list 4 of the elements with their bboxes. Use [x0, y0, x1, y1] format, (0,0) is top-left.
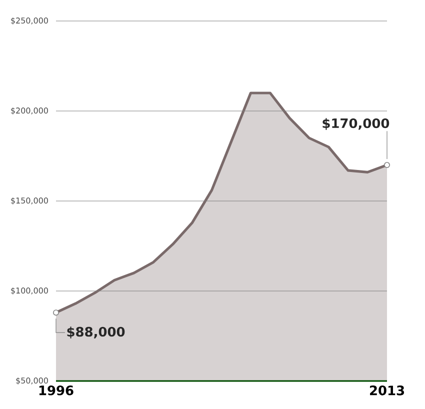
annotation: $88,000	[67, 326, 125, 338]
x-tick-label: 2013	[370, 386, 404, 396]
x-tick-label: 1996	[39, 386, 74, 396]
annotation: $170,000	[322, 118, 390, 130]
